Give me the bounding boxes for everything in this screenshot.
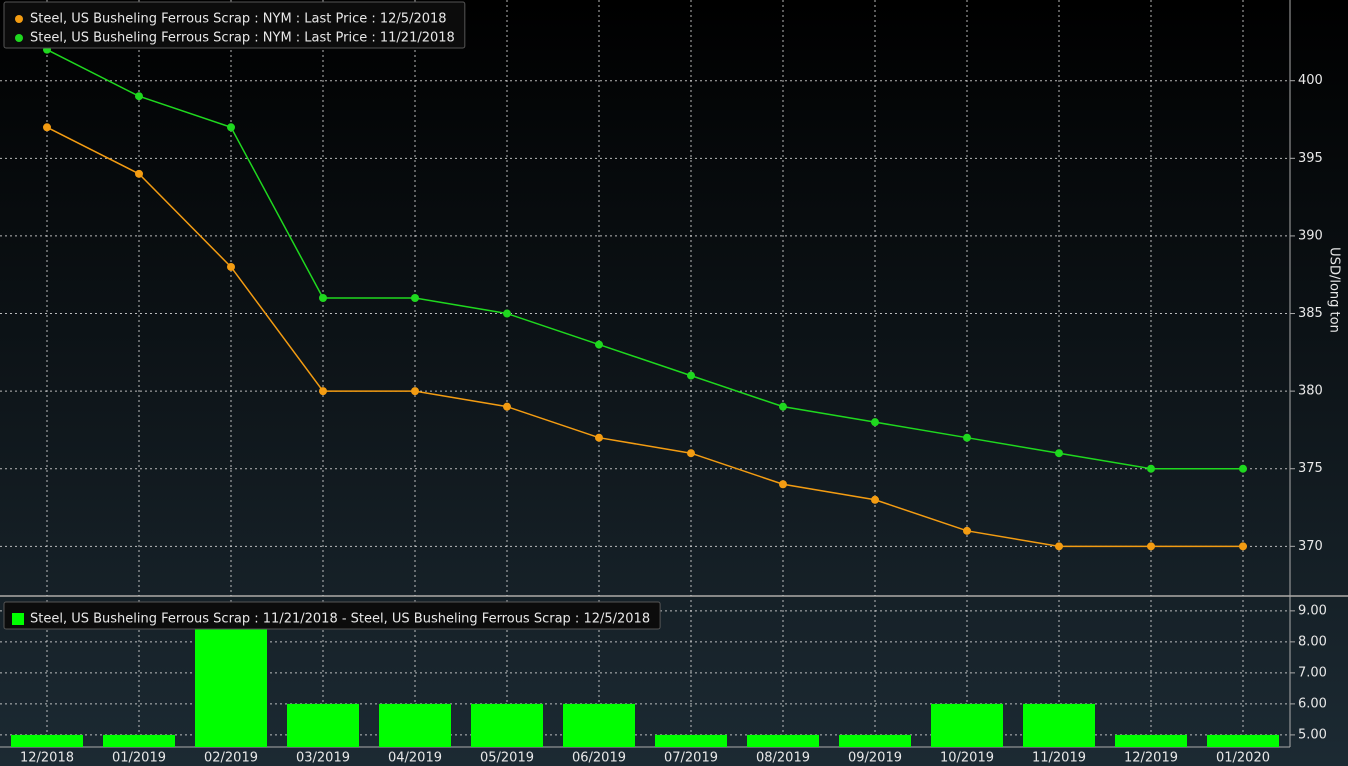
bar (931, 703, 1003, 747)
legend-box (3, 1, 466, 49)
x-tick-label: 09/2019 (848, 751, 902, 766)
x-tick-label: 02/2019 (204, 751, 258, 766)
x-tick-label: 01/2020 (1216, 751, 1270, 766)
point (963, 433, 971, 442)
point (871, 418, 879, 427)
x-tick-label: 01/2019 (112, 751, 166, 766)
legend-label: Steel, US Busheling Ferrous Scrap : 11/2… (30, 612, 650, 627)
point (135, 92, 143, 101)
y-tick-label: 375 (1298, 461, 1323, 476)
point (595, 340, 603, 349)
y-tick-label: 390 (1298, 228, 1323, 243)
point (503, 309, 511, 318)
legend-swatch (12, 613, 24, 625)
x-tick-label: 12/2019 (1124, 751, 1178, 766)
bar (471, 703, 543, 747)
x-tick-label: 07/2019 (664, 751, 718, 766)
x-tick-label: 06/2019 (572, 751, 626, 766)
point (227, 123, 235, 132)
point (1239, 542, 1247, 551)
y-tick-label: 9.00 (1298, 603, 1327, 618)
point (411, 294, 419, 302)
legend: Steel, US Busheling Ferrous Scrap : 11/2… (3, 601, 661, 630)
point (1055, 449, 1063, 458)
point (963, 526, 971, 535)
point (1147, 542, 1155, 551)
legend: Steel, US Busheling Ferrous Scrap : NYM … (3, 1, 466, 49)
bar (195, 610, 267, 747)
legend-label: Steel, US Busheling Ferrous Scrap : NYM … (30, 31, 455, 46)
point (227, 262, 235, 271)
line (46, 126, 1243, 548)
bar (839, 734, 911, 747)
y-tick-label: 7.00 (1298, 665, 1327, 680)
x-tick-label: 11/2019 (1032, 751, 1086, 766)
legend-box (3, 601, 661, 630)
bar (379, 703, 451, 747)
bar (1023, 703, 1095, 747)
y-axis-label: USD/long ton (1327, 247, 1342, 333)
bar (103, 734, 175, 747)
y-tick-label: 380 (1298, 384, 1323, 399)
line (46, 48, 1243, 470)
legend-label: Steel, US Busheling Ferrous Scrap : NYM … (30, 12, 447, 27)
x-tick-label: 08/2019 (756, 751, 810, 766)
bar (563, 703, 635, 747)
y-tick-label: 8.00 (1298, 634, 1327, 649)
point (1239, 464, 1247, 473)
point (503, 402, 511, 411)
point (871, 495, 879, 504)
legend-swatch (15, 15, 23, 23)
point (319, 387, 327, 396)
x-tick-label: 04/2019 (388, 751, 442, 766)
y-tick-label: 5.00 (1298, 727, 1327, 742)
point (43, 123, 51, 132)
point (687, 449, 695, 458)
point (595, 433, 603, 442)
bar (1115, 734, 1187, 747)
y-tick-label: 395 (1298, 151, 1323, 166)
point (135, 169, 143, 178)
bar (287, 703, 359, 747)
point (319, 294, 327, 302)
x-tick-label: 03/2019 (296, 751, 350, 766)
point (1055, 542, 1063, 551)
point (687, 371, 695, 380)
bar (655, 734, 727, 747)
point (1147, 464, 1155, 473)
y-tick-label: 385 (1298, 306, 1323, 321)
x-tick-label: 10/2019 (940, 751, 994, 766)
y-tick-label: 370 (1298, 539, 1323, 554)
x-tick-label: 12/2018 (20, 751, 74, 766)
y-tick-label: 400 (1298, 73, 1323, 88)
bar (747, 734, 819, 747)
y-tick-label: 6.00 (1298, 696, 1327, 711)
point (411, 387, 419, 396)
x-tick-label: 05/2019 (480, 751, 534, 766)
bar (1207, 734, 1279, 747)
point (779, 480, 787, 489)
bar (11, 734, 83, 747)
point (779, 402, 787, 411)
legend-swatch (15, 34, 23, 42)
